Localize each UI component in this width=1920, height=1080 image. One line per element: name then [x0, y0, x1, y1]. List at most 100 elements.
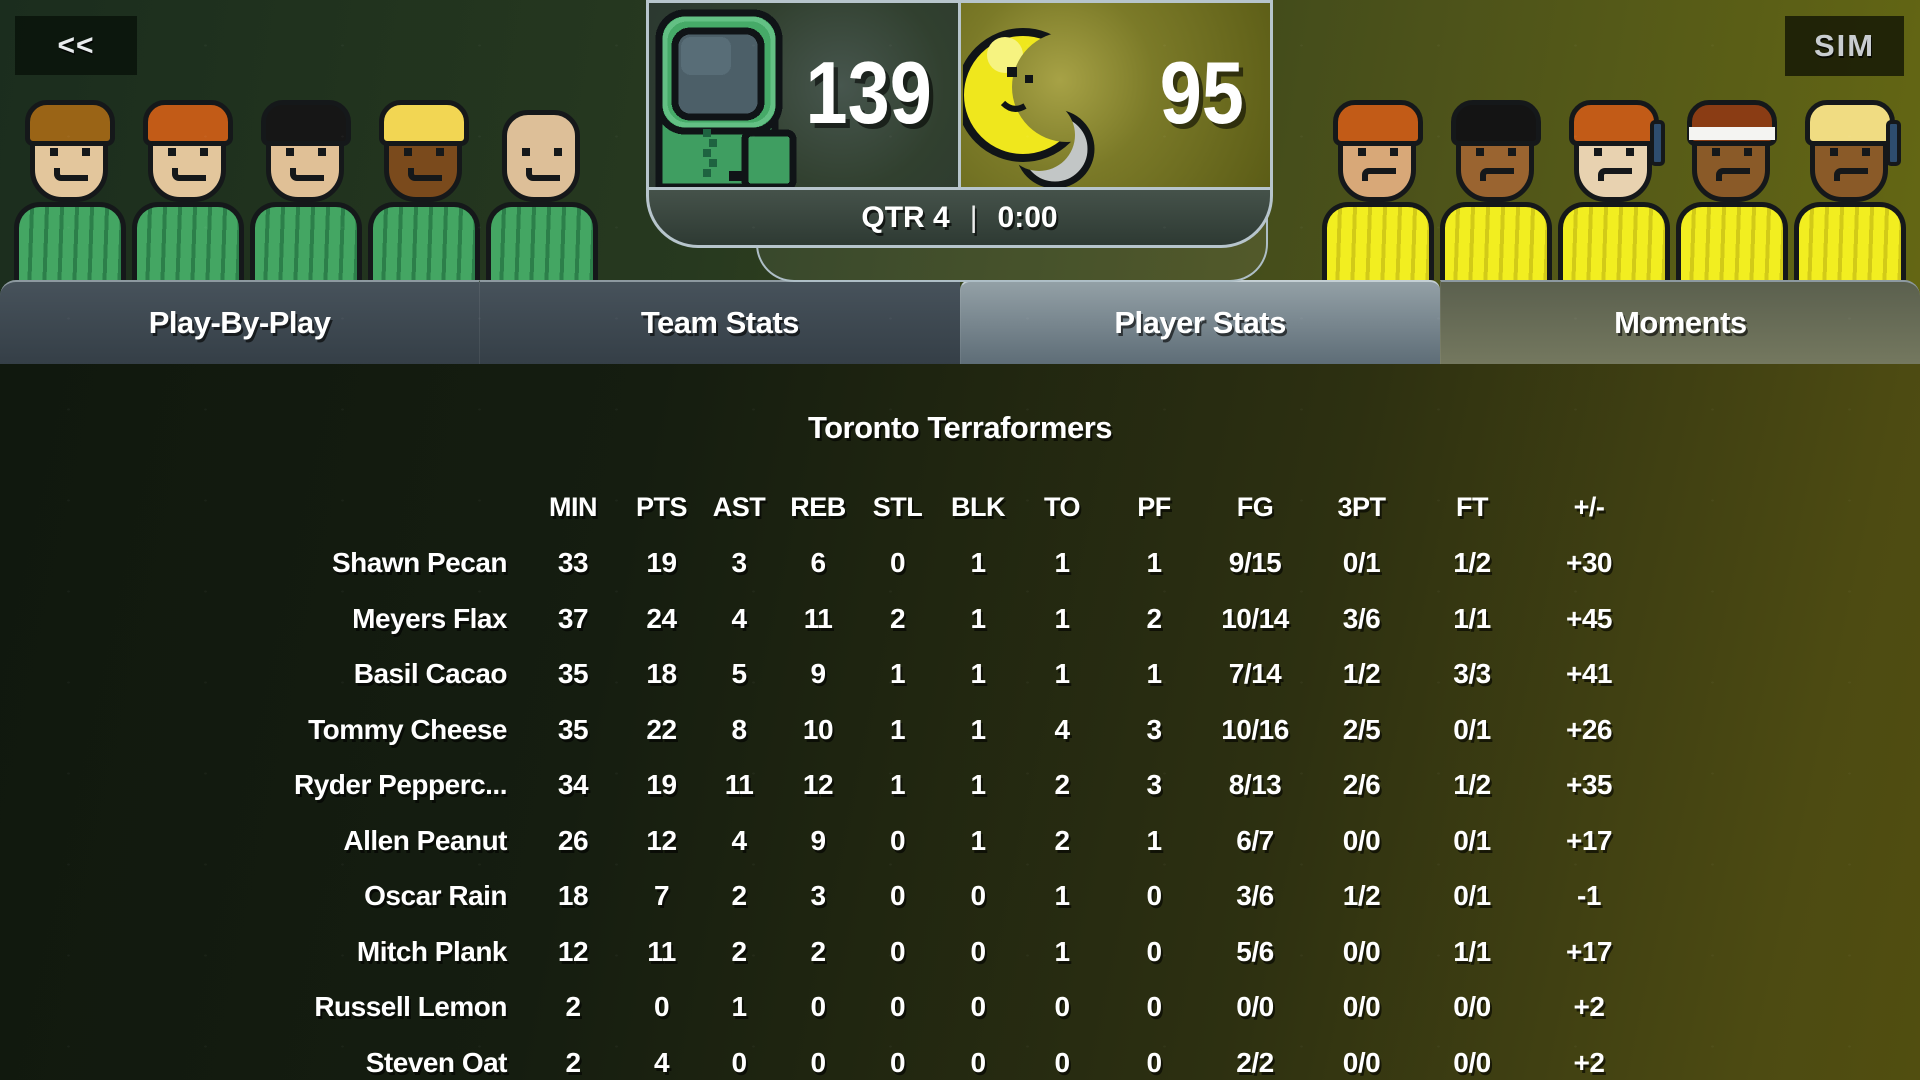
tab-team-stats[interactable]: Team Stats	[479, 280, 960, 364]
scoreboard-away-panel: 95	[958, 3, 1270, 187]
stat-cell: 7/14	[1228, 658, 1282, 690]
stat-cell: 2/2	[1236, 1046, 1274, 1078]
stat-cell: 1	[970, 602, 986, 634]
stat-cell: 0/1	[1453, 713, 1491, 745]
stat-cell: 24	[646, 602, 677, 634]
stat-cell: 7	[653, 880, 670, 912]
stat-cell: +30	[1566, 547, 1613, 579]
stat-cell: 0	[1146, 935, 1162, 967]
stat-cell: 10/14	[1221, 602, 1289, 634]
stat-cell: 1	[970, 824, 986, 856]
player-name-cell: Tommy Cheese	[308, 713, 507, 745]
avatar-mouth	[1480, 168, 1514, 181]
stat-cell: 0	[1054, 991, 1070, 1023]
stat-cell: 1	[970, 547, 986, 579]
stat-cell: 5	[731, 658, 747, 690]
stat-cell: 35	[557, 713, 589, 745]
stat-cell: 37	[557, 602, 589, 634]
avatar-jersey	[1322, 202, 1434, 280]
column-header: FG	[1236, 492, 1274, 523]
stat-cell: 18	[557, 880, 589, 912]
stat-cell: 2/6	[1342, 769, 1381, 801]
sim-button[interactable]: SIM	[1785, 16, 1904, 76]
avatar-eye	[1830, 148, 1838, 156]
stat-cell: 4	[731, 602, 747, 634]
avatar-mouth	[1362, 168, 1396, 181]
stat-cell: 10/16	[1221, 713, 1289, 745]
stat-cell: +17	[1566, 935, 1613, 967]
headphones-icon	[1650, 120, 1665, 166]
stat-cell: 10	[802, 713, 834, 745]
avatar-eye	[318, 148, 326, 156]
crescent-moon-icon	[963, 28, 1095, 187]
stat-cell: 1	[1146, 547, 1162, 579]
clock-separator: |	[969, 200, 978, 234]
avatar-mouth	[408, 168, 442, 181]
stat-cell: 0	[889, 547, 906, 579]
player-avatar	[1558, 100, 1670, 280]
stat-cell: 2/5	[1342, 713, 1381, 745]
stat-cell: 1	[970, 713, 986, 745]
avatar-mouth	[1598, 168, 1632, 181]
column-header: FT	[1456, 492, 1489, 523]
team-title: Toronto Terraformers	[807, 410, 1113, 445]
player-name-cell: Basil Cacao	[353, 658, 508, 690]
avatar-jersey	[14, 202, 126, 280]
stat-cell: 9	[810, 658, 826, 690]
stat-cell: 1	[1054, 880, 1070, 912]
avatar-eye	[554, 148, 562, 156]
avatar-eye	[1390, 148, 1398, 156]
avatar-eye	[522, 148, 530, 156]
avatar-eye	[50, 148, 58, 156]
avatar-hair-icon	[1805, 100, 1895, 146]
stat-cell: 12	[646, 824, 677, 856]
stat-cell: 12	[557, 935, 589, 967]
stat-cell: 1	[1054, 658, 1070, 690]
avatar-jersey	[1794, 202, 1906, 280]
avatar-eye	[1476, 148, 1484, 156]
back-button[interactable]: <<	[15, 16, 137, 75]
stat-cell: 12	[802, 769, 834, 801]
home-score: 139	[805, 43, 932, 142]
stat-cell: 34	[557, 769, 589, 801]
headphones-icon	[1886, 120, 1901, 166]
stat-cell: +41	[1566, 658, 1613, 690]
stat-cell: 0	[970, 880, 986, 912]
headband-icon	[1689, 127, 1775, 140]
avatar-eye	[168, 148, 176, 156]
avatar-hair-icon	[1451, 100, 1541, 146]
player-stats-panel[interactable]: Toronto Terraformers MIN PTS AST REB STL BLK T…	[0, 364, 1920, 1080]
time-remaining: 0:00	[997, 200, 1058, 234]
tab-moments[interactable]: Moments	[1439, 280, 1920, 364]
stat-cell: +2	[1573, 991, 1605, 1023]
home-team-avatars	[14, 100, 598, 280]
stat-cell: +26	[1566, 713, 1613, 745]
stat-cell: 1	[1146, 824, 1162, 856]
stat-cell: 1	[889, 713, 906, 745]
stat-cell: 0/0	[1453, 991, 1491, 1023]
stat-cell: 0	[1146, 880, 1162, 912]
player-name-cell: Ryder Pepperc...	[294, 769, 507, 801]
player-name-cell: Allen Peanut	[343, 824, 507, 856]
avatar-eye	[200, 148, 208, 156]
stat-cell: 1	[889, 769, 906, 801]
avatar-jersey	[250, 202, 362, 280]
stat-cell: 0	[889, 935, 906, 967]
column-header: AST	[712, 492, 766, 523]
tab-label: Player Stats	[1114, 305, 1286, 340]
column-header: +/-	[1573, 492, 1605, 523]
stat-cell: 9	[810, 824, 826, 856]
avatar-eye	[82, 148, 90, 156]
stat-cell: 0	[1054, 1046, 1070, 1078]
stat-cell: +35	[1566, 769, 1613, 801]
tab-play-by-play[interactable]: Play-By-Play	[0, 280, 480, 364]
avatar-eye	[436, 148, 444, 156]
tab-player-stats[interactable]: Player Stats	[959, 280, 1440, 364]
stat-cell: 1	[970, 769, 986, 801]
stat-cell: 8	[731, 713, 747, 745]
stat-cell: +45	[1566, 602, 1613, 634]
avatar-jersey	[1440, 202, 1552, 280]
stat-cell: 11	[724, 769, 754, 801]
stat-cell: 1	[970, 658, 986, 690]
stat-cell: 2	[731, 935, 747, 967]
